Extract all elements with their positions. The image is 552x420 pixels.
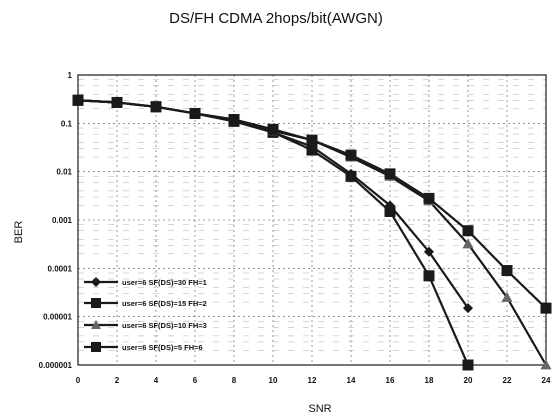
- data-point: [267, 123, 279, 135]
- x-tick-label: 14: [347, 376, 356, 385]
- legend: user=6 SF(DS)=30 FH=1 user=6 SF(DS)=15 FH…: [84, 277, 207, 352]
- y-tick-label: 0.001: [52, 216, 73, 225]
- data-point: [345, 170, 357, 182]
- data-point: [189, 107, 201, 119]
- x-tick-label: 16: [386, 376, 395, 385]
- data-point: [501, 265, 513, 277]
- legend-label: user=6 SF(DS)=10 FH=3: [122, 321, 207, 330]
- x-tick-label: 6: [193, 376, 198, 385]
- tick-labels: 0 2 4 6 8 10 12 14 16 18 20 22 2410.10.010.0010.0001…: [39, 71, 551, 385]
- x-tick-label: 18: [425, 376, 434, 385]
- y-tick-label: 0.0001: [48, 264, 73, 273]
- y-tick-label: 1: [68, 71, 73, 80]
- data-point: [91, 342, 101, 352]
- data-point: [424, 246, 434, 257]
- x-tick-label: 24: [542, 376, 551, 385]
- data-point: [72, 94, 84, 106]
- y-tick-label: 0.00001: [43, 313, 72, 322]
- x-tick-label: 20: [464, 376, 473, 385]
- chart-title: DS/FH CDMA 2hops/bit(AWGN): [169, 10, 383, 27]
- data-point: [384, 168, 396, 180]
- x-tick-label: 4: [154, 376, 159, 385]
- data-point: [423, 270, 435, 282]
- x-tick-label: 12: [308, 376, 317, 385]
- legend-label: user=6 SF(DS)=30 FH=1: [122, 278, 207, 287]
- legend-item: user=6 SF(DS)=15 FH=2: [84, 298, 207, 308]
- legend-item: user=6 SF(DS)=30 FH=1: [84, 277, 207, 287]
- data-point: [345, 149, 357, 161]
- data-point: [91, 298, 101, 308]
- data-point: [462, 225, 474, 237]
- data-point: [462, 359, 474, 371]
- series-4: [72, 94, 552, 314]
- data-point: [501, 291, 513, 302]
- legend-item: user=6 SF(DS)=5 FH=6: [84, 342, 203, 352]
- x-tick-label: 0: [76, 376, 81, 385]
- legend-label: user=6 SF(DS)=15 FH=2: [122, 299, 207, 308]
- data-point: [150, 101, 162, 113]
- data-point: [111, 96, 123, 108]
- data-point: [462, 238, 474, 249]
- y-tick-label: 0.01: [56, 168, 72, 177]
- y-tick-label: 0.000001: [39, 361, 73, 370]
- data-point: [91, 320, 101, 329]
- plot-area: [77, 74, 547, 366]
- data-point: [540, 302, 552, 314]
- y-tick-label: 0.1: [61, 119, 73, 128]
- x-tick-label: 2: [115, 376, 120, 385]
- x-tick-label: 10: [269, 376, 278, 385]
- series-layer: [72, 94, 552, 371]
- data-point: [91, 277, 101, 287]
- x-tick-label: 8: [232, 376, 237, 385]
- data-point: [463, 303, 473, 314]
- data-point: [384, 205, 396, 217]
- legend-label: user=6 SF(DS)=5 FH=6: [122, 343, 203, 352]
- data-point: [306, 144, 318, 156]
- legend-item: user=6 SF(DS)=10 FH=3: [84, 320, 207, 330]
- data-point: [540, 359, 552, 370]
- x-axis-label: SNR: [308, 403, 331, 415]
- data-point: [228, 114, 240, 126]
- data-point: [306, 134, 318, 146]
- x-tick-label: 22: [503, 376, 512, 385]
- data-point: [423, 192, 435, 204]
- y-axis-label: BER: [13, 221, 25, 244]
